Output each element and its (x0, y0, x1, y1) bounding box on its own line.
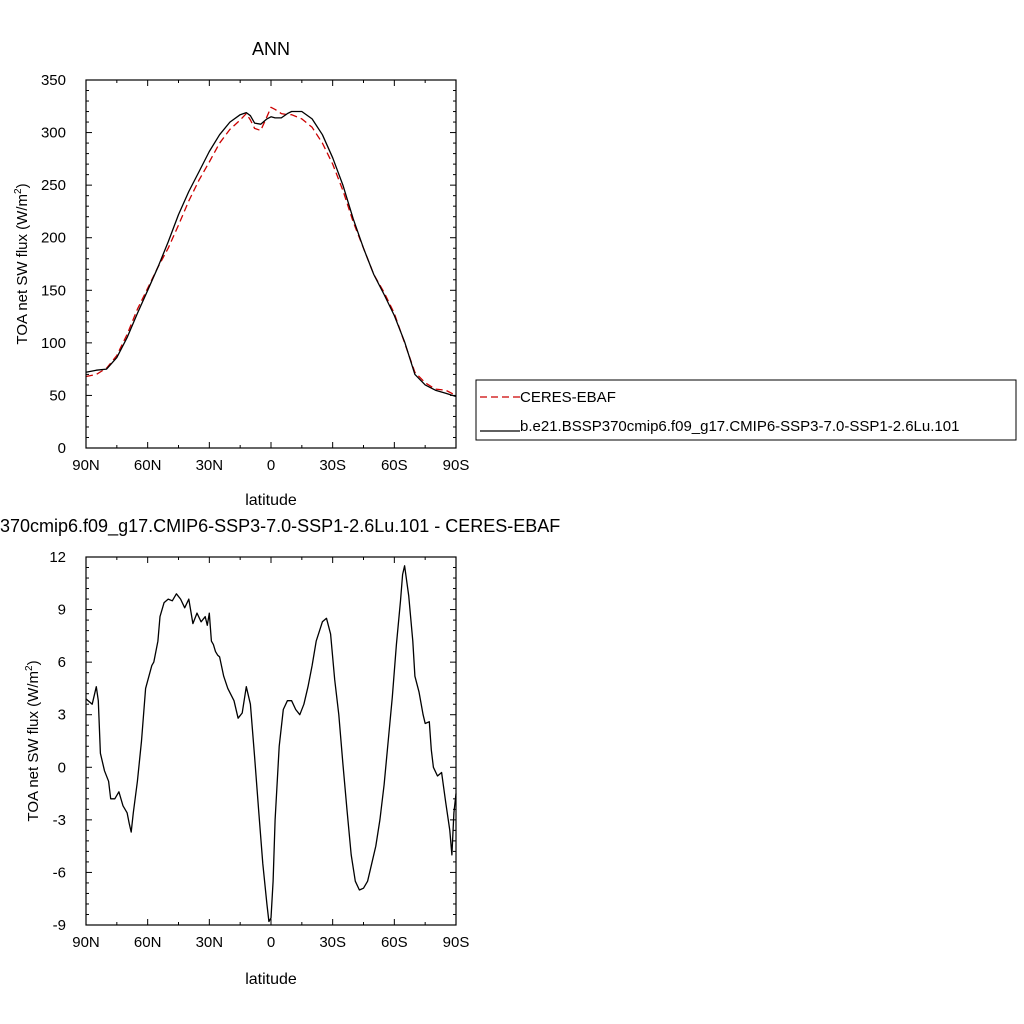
x-tick-label: 60S (381, 457, 408, 474)
x-axis-label: latitude (245, 971, 297, 988)
top-panel: ANN 90N 60N 30N 0 30S 60S 90S 0 50 100 150 200 250 3… (13, 39, 469, 509)
x-tick-label: 30S (319, 934, 346, 951)
x-tick-label: 30S (319, 457, 346, 474)
plot-frame (85, 79, 457, 449)
y-tick-label: 300 (41, 125, 66, 142)
y-tick-label: -6 (53, 864, 66, 881)
y-tick-label: 12 (49, 549, 66, 566)
bottom-panel: 370cmip6.f09_g17.CMIP6-SSP3-7.0-SSP1-2.6… (0, 516, 560, 988)
bottom-series-layer (85, 565, 457, 923)
legend-label-ceres: CERES-EBAF (520, 389, 616, 406)
x-tick-label: 0 (267, 457, 275, 474)
series-line-difference (85, 565, 457, 923)
y-tick-label: 100 (41, 335, 66, 352)
x-tick-label: 90S (443, 934, 470, 951)
y-axis-label: TOA net SW flux (W/m2) (13, 183, 31, 344)
y-tick-label: 150 (41, 282, 66, 299)
y-tick-label: -9 (53, 917, 66, 934)
x-tick-label: 90S (443, 457, 470, 474)
bottom-x-ticks: 90N 60N 30N 0 30S 60S 90S (72, 557, 469, 951)
x-axis-label: latitude (245, 492, 297, 509)
y-tick-label: 50 (49, 387, 66, 404)
legend-label-model: b.e21.BSSP370cmip6.f09_g17.CMIP6-SSP3-7.… (520, 418, 959, 435)
series-line-ceres (85, 106, 457, 396)
x-tick-label: 60S (381, 934, 408, 951)
chart-title: ANN (252, 39, 290, 59)
y-axis-label: TOA net SW flux (W/m2) (24, 660, 42, 821)
legend: CERES-EBAF b.e21.BSSP370cmip6.f09_g17.CM… (475, 379, 1017, 441)
y-tick-label: 200 (41, 230, 66, 247)
y-tick-label: 350 (41, 72, 66, 89)
x-tick-label: 90N (72, 457, 100, 474)
x-tick-label: 0 (267, 934, 275, 951)
y-tick-label: 6 (58, 654, 66, 671)
top-x-ticks: 90N 60N 30N 0 30S 60S 90S (72, 80, 469, 474)
y-tick-label: 0 (58, 759, 66, 776)
y-tick-label: 250 (41, 177, 66, 194)
bottom-y-ticks: -9 -6 -3 0 3 6 9 12 (49, 549, 456, 934)
x-tick-label: 30N (196, 457, 224, 474)
chart-title: 370cmip6.f09_g17.CMIP6-SSP3-7.0-SSP1-2.6… (0, 516, 560, 537)
x-tick-label: 60N (134, 457, 162, 474)
x-tick-label: 60N (134, 934, 162, 951)
x-tick-label: 90N (72, 934, 100, 951)
legend-box (475, 379, 1017, 441)
top-y-ticks: 0 50 100 150 200 250 300 350 (41, 72, 456, 457)
x-tick-label: 30N (196, 934, 224, 951)
y-tick-label: 3 (58, 707, 66, 724)
y-tick-label: 9 (58, 602, 66, 619)
top-series-layer (85, 106, 457, 398)
y-tick-label: -3 (53, 812, 66, 829)
series-line-model (85, 110, 457, 398)
y-tick-label: 0 (58, 440, 66, 457)
